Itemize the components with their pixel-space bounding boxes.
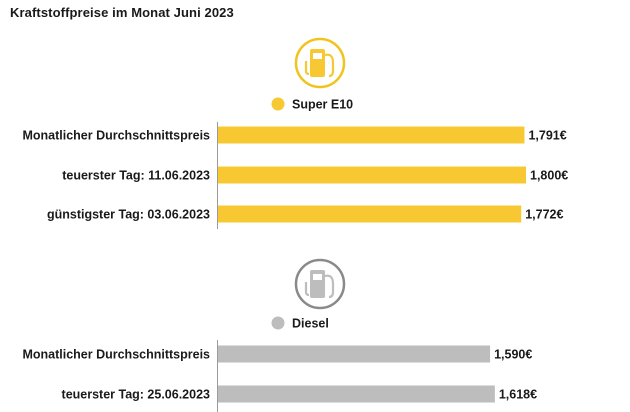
bar (218, 166, 526, 184)
legend-marker-super-e10 (271, 97, 285, 111)
category-label: günstigster Tag: 03.06.2023 (47, 208, 210, 222)
value-label: 1,590€ (494, 348, 532, 362)
bar (218, 345, 491, 363)
value-label: 1,618€ (499, 388, 537, 402)
category-label: teuerster Tag: 25.06.2023 (62, 388, 211, 402)
legend-label-super-e10: Super E10 (292, 98, 353, 112)
fuel-pump-window (313, 53, 322, 59)
value-label: 1,800€ (530, 169, 568, 183)
legend-marker-diesel (271, 316, 285, 330)
category-label: Monatlicher Durchschnittspreis (22, 348, 210, 362)
fuel-pump-hose (324, 53, 335, 78)
chart-title: Kraftstoffpreise im Monat Juni 2023 (10, 5, 234, 20)
value-label: 1,772€ (525, 208, 563, 222)
bar (218, 385, 495, 403)
bar (218, 126, 525, 144)
fuel-pump-nozzle (304, 61, 310, 76)
category-label: Monatlicher Durchschnittspreis (22, 129, 210, 143)
fuel-pump-window (313, 274, 322, 280)
fuel-pump-hose (324, 274, 335, 299)
value-label: 1,791€ (528, 129, 566, 143)
legend-label-diesel: Diesel (292, 317, 329, 331)
fuel-pump-nozzle (304, 282, 310, 297)
bar (218, 205, 522, 223)
category-label: teuerster Tag: 11.06.2023 (62, 169, 210, 183)
